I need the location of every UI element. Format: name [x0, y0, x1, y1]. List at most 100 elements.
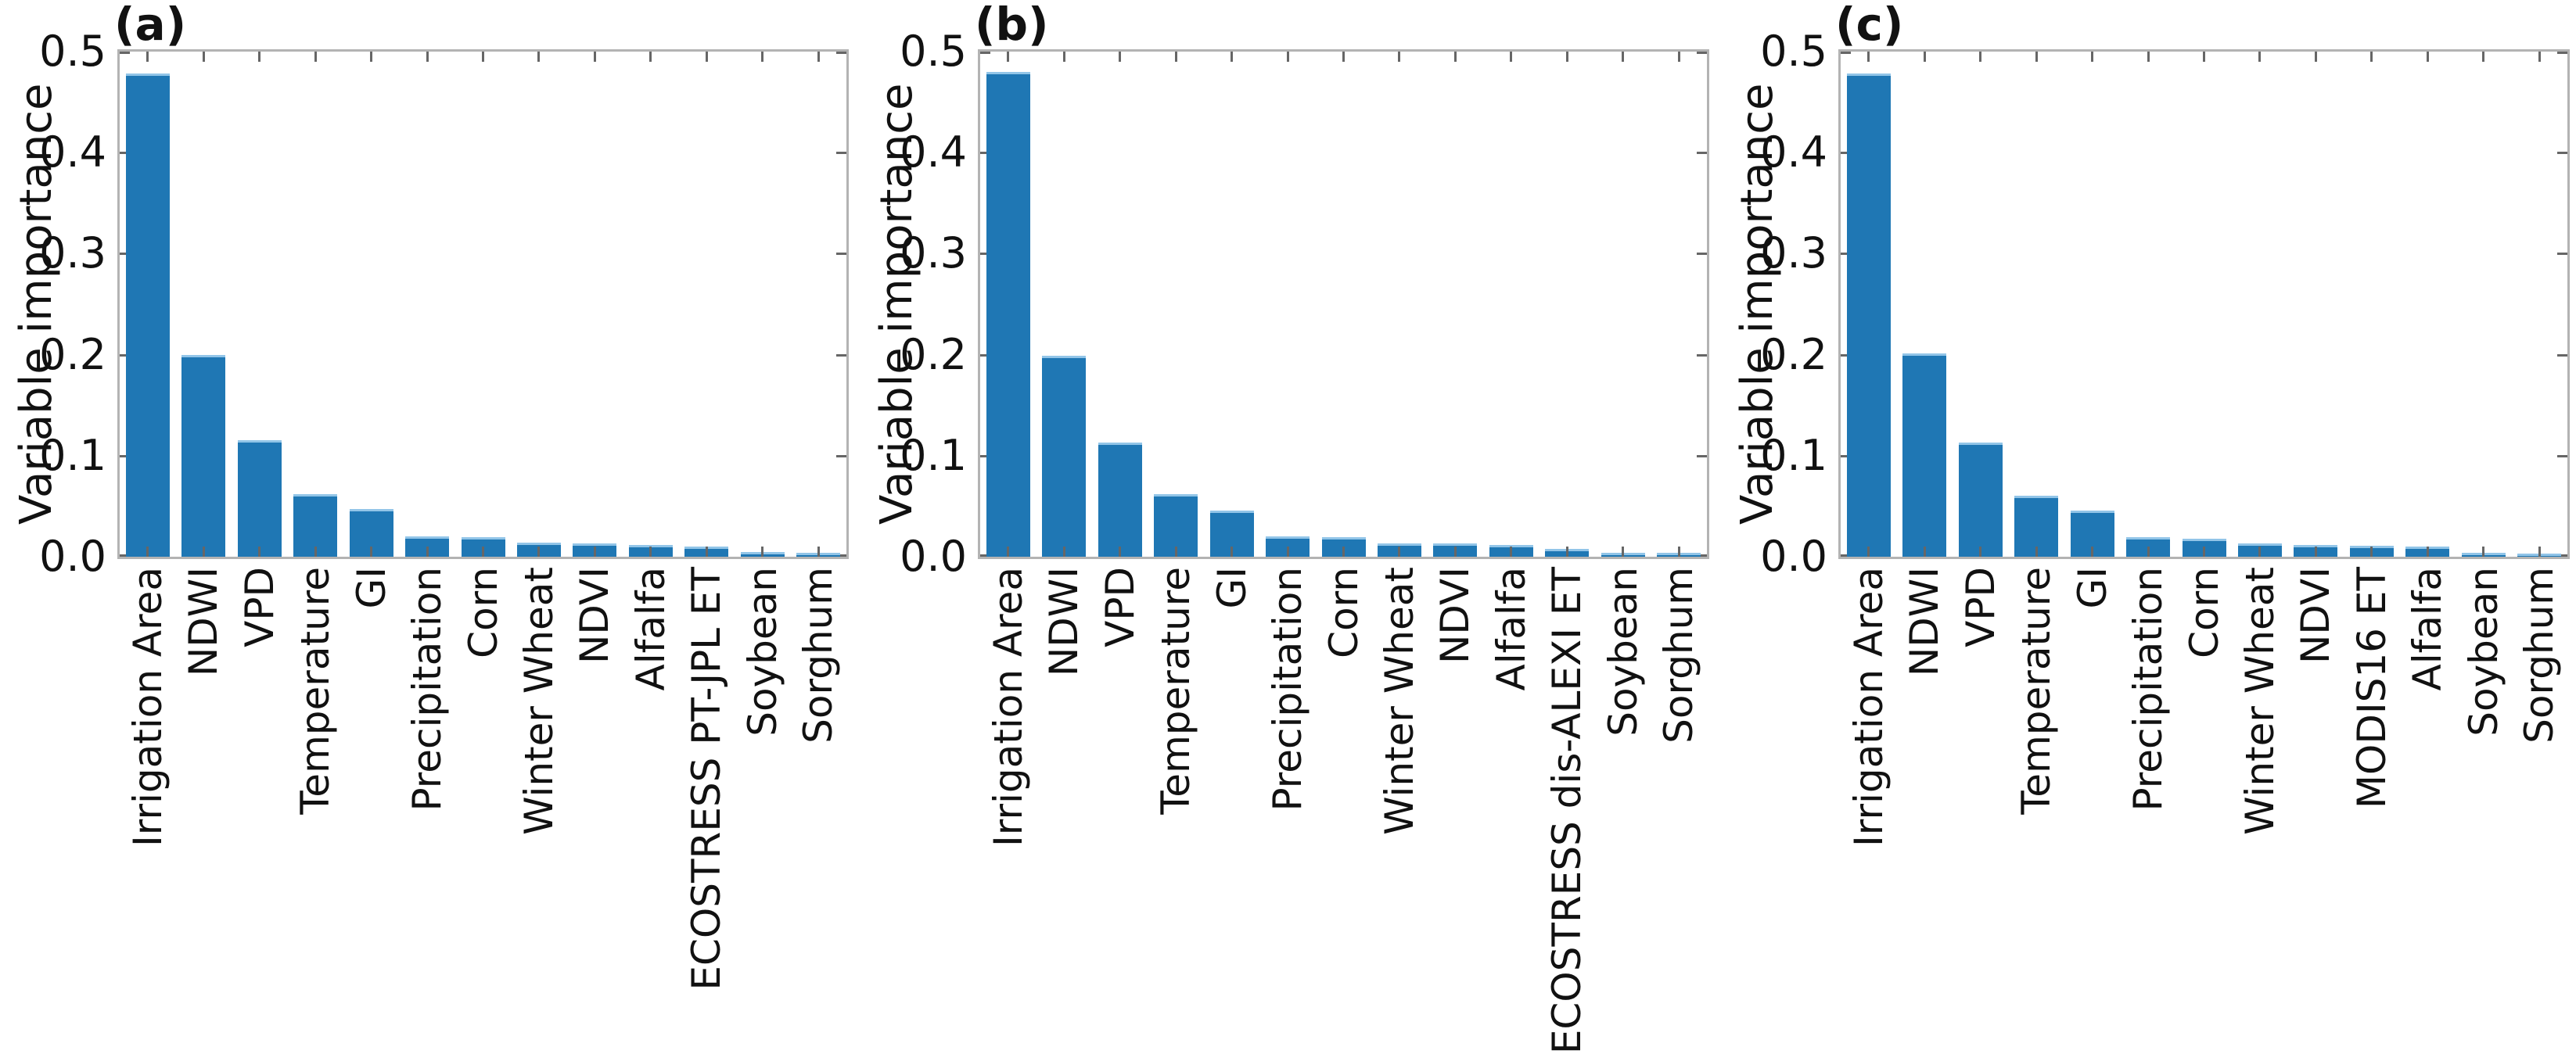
x-tick-mark: [1453, 547, 1457, 557]
x-tick-label: Corn: [2181, 567, 2227, 658]
y-tick-label: 0.5: [39, 27, 106, 76]
x-tick-label: Sorghum: [796, 567, 842, 744]
bar-irrigation-area: [986, 71, 1030, 557]
x-tick-mark: [146, 547, 149, 557]
x-tick-mark: [1119, 547, 1122, 557]
x-tick-mark: [258, 547, 261, 557]
y-tick-mark: [2557, 253, 2567, 256]
x-tick-mark: [2091, 547, 2094, 557]
y-tick-mark: [1841, 353, 1851, 357]
panel-a: (a) Variable importance 0.0 0.1 0.2 0.3 0.4 0…: [0, 0, 860, 1024]
x-axis-tick-labels: Irrigation Area NDWI VPD Temperature GI Preci…: [120, 567, 846, 1024]
x-tick-mark: [1062, 52, 1065, 62]
y-tick-mark: [1697, 554, 1707, 557]
panel-b: (b) Variable importance 0.0 0.1 0.2 0.3 0.4 0…: [860, 0, 1721, 1054]
y-tick-mark: [1697, 353, 1707, 357]
y-tick-mark: [1697, 152, 1707, 155]
y-tick-mark: [836, 253, 846, 256]
x-tick-mark: [2203, 547, 2205, 557]
x-tick-mark: [2482, 52, 2485, 62]
y-tick-label: 0.0: [900, 532, 967, 581]
x-tick-label: Temperature: [2014, 567, 2060, 815]
x-tick-label: Alfalfa: [2405, 567, 2451, 691]
x-tick-label: Precipitation: [404, 567, 451, 812]
x-tick-mark: [1286, 52, 1289, 62]
x-tick-label: Soybean: [1600, 567, 1646, 737]
x-tick-mark: [817, 547, 820, 557]
x-tick-label: Irrigation Area: [1845, 567, 1892, 847]
y-tick-mark: [2557, 554, 2567, 557]
x-tick-mark: [1510, 547, 1513, 557]
y-tick-label: 0.4: [39, 127, 106, 177]
x-tick-mark: [1342, 52, 1345, 62]
x-tick-mark: [2035, 52, 2038, 62]
x-tick-mark: [202, 547, 205, 557]
y-tick-label: 0.2: [1760, 329, 1827, 379]
y-tick-mark: [2557, 353, 2567, 357]
x-tick-mark: [426, 547, 429, 557]
bar-vpd: [1098, 443, 1142, 557]
x-tick-mark: [593, 52, 596, 62]
x-tick-mark: [370, 52, 373, 62]
x-tick-mark: [1923, 52, 1926, 62]
y-tick-label: 0.3: [900, 228, 967, 278]
y-tick-mark: [1697, 454, 1707, 457]
y-tick-label: 0.1: [900, 430, 967, 480]
x-tick-mark: [1453, 52, 1457, 62]
bar-ndwi: [181, 354, 226, 557]
bar-vpd: [1958, 443, 2003, 557]
x-tick-label: VPD: [1957, 567, 2003, 647]
y-tick-mark: [120, 52, 130, 54]
y-tick-mark: [120, 253, 130, 256]
y-tick-mark: [980, 52, 990, 54]
x-tick-mark: [482, 547, 484, 557]
x-tick-label: Winter Wheat: [2236, 567, 2283, 835]
x-tick-label: VPD: [236, 567, 282, 647]
y-tick-label: 0.0: [1760, 532, 1827, 581]
x-tick-mark: [2203, 52, 2205, 62]
y-tick-label: 0.4: [900, 127, 967, 177]
bar-irrigation-area: [1846, 73, 1891, 557]
x-tick-mark: [1677, 52, 1680, 62]
x-tick-mark: [649, 547, 652, 557]
panel-label: (b): [975, 0, 1049, 51]
x-tick-label: NDVI: [572, 567, 618, 664]
x-tick-mark: [258, 52, 261, 62]
x-tick-mark: [2482, 547, 2485, 557]
x-tick-label: Sorghum: [2517, 567, 2563, 744]
y-tick-label: 0.3: [1760, 228, 1827, 278]
panel-label: (a): [114, 0, 187, 51]
x-tick-label: Corn: [460, 567, 506, 658]
x-tick-mark: [1565, 52, 1568, 62]
x-tick-label: NDWI: [1041, 567, 1087, 677]
y-tick-label: 0.5: [1760, 27, 1827, 76]
x-tick-mark: [2370, 547, 2373, 557]
plot-area: [117, 49, 849, 559]
y-tick-mark: [1697, 52, 1707, 54]
y-tick-mark: [120, 353, 130, 357]
x-tick-mark: [2258, 52, 2262, 62]
y-tick-label: 0.2: [900, 329, 967, 379]
x-tick-label: Sorghum: [1656, 567, 1702, 744]
bar-temperature: [1154, 493, 1198, 557]
x-tick-mark: [1174, 547, 1177, 557]
x-tick-label: NDVI: [1432, 567, 1478, 664]
plot-area: [978, 49, 1709, 559]
panel-label: (c): [1835, 0, 1904, 51]
x-tick-mark: [761, 547, 764, 557]
x-tick-mark: [1119, 52, 1122, 62]
x-tick-label: Corn: [1320, 567, 1367, 658]
x-tick-mark: [314, 547, 317, 557]
y-tick-label: 0.4: [1760, 127, 1827, 177]
x-tick-mark: [314, 52, 317, 62]
x-tick-mark: [1007, 52, 1010, 62]
bar-ndwi: [1042, 355, 1087, 557]
x-tick-label: ECOSTRESS dis-ALEXI ET: [1544, 567, 1590, 1054]
x-tick-mark: [1342, 547, 1345, 557]
x-tick-mark: [2091, 52, 2094, 62]
x-tick-label: NDWI: [181, 567, 227, 677]
x-tick-mark: [1231, 547, 1234, 557]
bar-gi: [2070, 510, 2114, 557]
x-tick-label: Soybean: [739, 567, 785, 737]
bar-vpd: [237, 440, 282, 557]
